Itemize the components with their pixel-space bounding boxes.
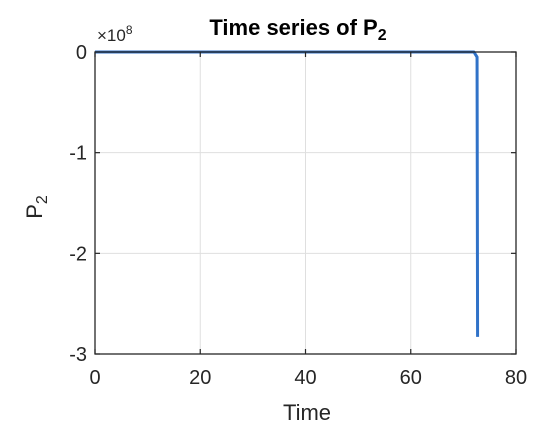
tick-marks [94,51,517,355]
chart-title-sub: 2 [378,27,387,44]
chart-title: Time series of P2 [209,15,386,44]
x-tick-label: 80 [505,367,527,389]
x-tick-labels: 0 20 40 60 80 [89,367,527,389]
y-axis-label-sub: 2 [34,195,51,204]
y-exponent-power: 8 [126,23,133,37]
y-exponent-prefix: ×10 [97,26,126,45]
x-axis-label: Time [283,400,331,425]
y-exponent-label: ×108 [97,23,133,45]
y-axis-label-main: P [22,204,47,219]
y-tick-label: -1 [69,143,87,165]
y-tick-label: -3 [69,344,87,366]
y-tick-label: 0 [76,42,87,64]
y-axis-label: P2 [22,195,51,219]
x-tick-label: 0 [89,367,100,389]
chart-title-main: Time series of P [209,15,377,40]
grid-lines [95,52,516,354]
x-tick-label: 60 [400,367,422,389]
x-tick-label: 20 [189,367,211,389]
x-tick-label: 40 [294,367,316,389]
y-tick-labels: 0 -1 -2 -3 [69,42,87,366]
y-tick-label: -2 [69,243,87,265]
